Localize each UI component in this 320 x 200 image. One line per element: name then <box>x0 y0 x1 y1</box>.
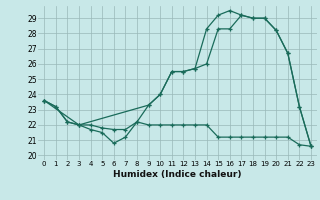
X-axis label: Humidex (Indice chaleur): Humidex (Indice chaleur) <box>113 170 242 179</box>
